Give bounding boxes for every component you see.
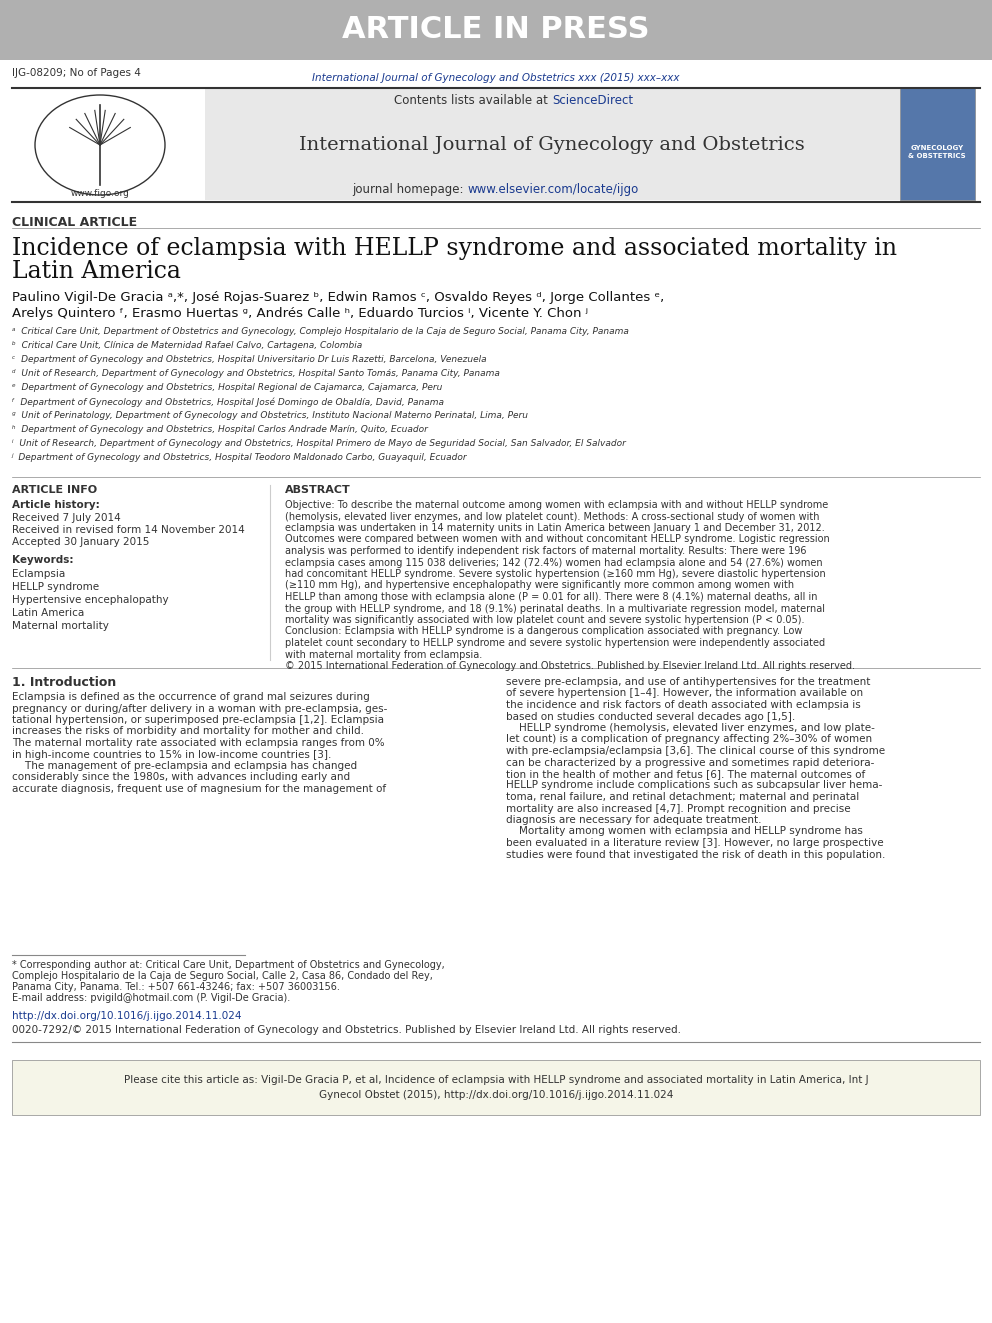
Text: mortality was significantly associated with low platelet count and severe systol: mortality was significantly associated w… [285,615,805,624]
Text: Incidence of eclampsia with HELLP syndrome and associated mortality in: Incidence of eclampsia with HELLP syndro… [12,237,897,259]
Ellipse shape [35,95,165,194]
Text: HELLP syndrome include complications such as subcapsular liver hema-: HELLP syndrome include complications suc… [506,781,882,791]
Text: www.elsevier.com/locate/ijgo: www.elsevier.com/locate/ijgo [467,184,638,197]
Text: severe pre-eclampsia, and use of antihypertensives for the treatment: severe pre-eclampsia, and use of antihyp… [506,677,870,687]
Text: 1. Introduction: 1. Introduction [12,676,116,688]
Text: Latin America: Latin America [12,609,84,618]
Text: Eclampsia: Eclampsia [12,569,65,579]
Text: eclampsia was undertaken in 14 maternity units in Latin America between January : eclampsia was undertaken in 14 maternity… [285,523,824,533]
Text: in high-income countries to 15% in low-income countries [3].: in high-income countries to 15% in low-i… [12,750,331,759]
Text: ⁱ  Unit of Research, Department of Gynecology and Obstetrics, Hospital Primero d: ⁱ Unit of Research, Department of Gyneco… [12,439,626,448]
Text: Please cite this article as: Vigil-De Gracia P, et al, Incidence of eclampsia wi: Please cite this article as: Vigil-De Gr… [124,1076,868,1085]
Text: Keywords:: Keywords: [12,556,73,565]
Text: (≥110 mm Hg), and hypertensive encephalopathy were significantly more common amo: (≥110 mm Hg), and hypertensive encephalo… [285,581,795,590]
Text: accurate diagnosis, frequent use of magnesium for the management of: accurate diagnosis, frequent use of magn… [12,785,386,794]
Text: of severe hypertension [1–4]. However, the information available on: of severe hypertension [1–4]. However, t… [506,688,863,699]
Text: Article history:: Article history: [12,500,100,509]
Text: ᵃ  Critical Care Unit, Department of Obstetrics and Gynecology, Complejo Hospita: ᵃ Critical Care Unit, Department of Obst… [12,328,629,336]
Text: E-mail address: pvigild@hotmail.com (P. Vigil-De Gracia).: E-mail address: pvigild@hotmail.com (P. … [12,994,291,1003]
Text: HELLP than among those with eclampsia alone (P = 0.01 for all). There were 8 (4.: HELLP than among those with eclampsia al… [285,591,817,602]
Text: Latin America: Latin America [12,261,181,283]
Text: Gynecol Obstet (2015), http://dx.doi.org/10.1016/j.ijgo.2014.11.024: Gynecol Obstet (2015), http://dx.doi.org… [318,1090,674,1099]
Text: can be characterized by a progressive and sometimes rapid deteriora-: can be characterized by a progressive an… [506,758,874,767]
Text: ᶠ  Department of Gynecology and Obstetrics, Hospital José Domingo de Obaldía, Da: ᶠ Department of Gynecology and Obstetric… [12,397,444,406]
Text: IJG-08209; No of Pages 4: IJG-08209; No of Pages 4 [12,67,141,78]
Text: HELLP syndrome (hemolysis, elevated liver enzymes, and low plate-: HELLP syndrome (hemolysis, elevated live… [506,722,875,733]
Text: ᵍ  Unit of Perinatology, Department of Gynecology and Obstetrics, Instituto Naci: ᵍ Unit of Perinatology, Department of Gy… [12,411,528,421]
Text: Received 7 July 2014: Received 7 July 2014 [12,513,121,523]
Text: Complejo Hospitalario de la Caja de Seguro Social, Calle 2, Casa 86, Condado del: Complejo Hospitalario de la Caja de Segu… [12,971,433,980]
Text: ʰ  Department of Gynecology and Obstetrics, Hospital Carlos Andrade Marín, Quito: ʰ Department of Gynecology and Obstetric… [12,426,428,434]
Text: with maternal mortality from eclampsia.: with maternal mortality from eclampsia. [285,650,482,659]
Text: www.figo.org: www.figo.org [70,188,129,197]
Text: Paulino Vigil-De Gracia ᵃ,*, José Rojas-Suarez ᵇ, Edwin Ramos ᶜ, Osvaldo Reyes ᵈ: Paulino Vigil-De Gracia ᵃ,*, José Rojas-… [12,291,665,304]
Text: Maternal mortality: Maternal mortality [12,620,109,631]
Text: The maternal mortality rate associated with eclampsia ranges from 0%: The maternal mortality rate associated w… [12,738,385,747]
Text: ARTICLE INFO: ARTICLE INFO [12,486,97,495]
Text: International Journal of Gynecology and Obstetrics: International Journal of Gynecology and … [300,136,805,153]
Text: Received in revised form 14 November 2014: Received in revised form 14 November 201… [12,525,245,534]
Text: platelet count secondary to HELLP syndrome and severe systolic hypertension were: platelet count secondary to HELLP syndro… [285,638,825,648]
Text: ᵇ  Critical Care Unit, Clínica de Maternidad Rafael Calvo, Cartagena, Colombia: ᵇ Critical Care Unit, Clínica de Materni… [12,341,362,351]
Text: The management of pre-eclampsia and eclampsia has changed: The management of pre-eclampsia and ecla… [12,761,357,771]
Text: studies were found that investigated the risk of death in this population.: studies were found that investigated the… [506,849,886,860]
Text: Arelys Quintero ᶠ, Erasmo Huertas ᵍ, Andrés Calle ʰ, Eduardo Turcios ⁱ, Vicente : Arelys Quintero ᶠ, Erasmo Huertas ᵍ, And… [12,307,588,319]
Text: 0020-7292/© 2015 International Federation of Gynecology and Obstetrics. Publishe: 0020-7292/© 2015 International Federatio… [12,1025,681,1035]
Text: ʲ  Department of Gynecology and Obstetrics, Hospital Teodoro Maldonado Carbo, Gu: ʲ Department of Gynecology and Obstetric… [12,454,467,463]
Text: the incidence and risk factors of death associated with eclampsia is: the incidence and risk factors of death … [506,700,861,710]
Text: been evaluated in a literature review [3]. However, no large prospective: been evaluated in a literature review [3… [506,837,884,848]
Text: Contents lists available at: Contents lists available at [395,94,552,106]
Bar [0,0,992,60]
Text: Eclampsia is defined as the occurrence of grand mal seizures during: Eclampsia is defined as the occurrence o… [12,692,370,703]
Text: the group with HELLP syndrome, and 18 (9.1%) perinatal deaths. In a multivariate: the group with HELLP syndrome, and 18 (9… [285,603,825,614]
Text: International Journal of Gynecology and Obstetrics xxx (2015) xxx–xxx: International Journal of Gynecology and … [312,73,680,83]
Text: * Corresponding author at: Critical Care Unit, Department of Obstetrics and Gyne: * Corresponding author at: Critical Care… [12,960,444,970]
FancyBboxPatch shape [12,1060,980,1115]
Text: (hemolysis, elevated liver enzymes, and low platelet count). Methods: A cross-se: (hemolysis, elevated liver enzymes, and … [285,512,819,521]
Text: Mortality among women with eclampsia and HELLP syndrome has: Mortality among women with eclampsia and… [506,827,863,836]
Text: ᵉ  Department of Gynecology and Obstetrics, Hospital Regional de Cajamarca, Caja: ᵉ Department of Gynecology and Obstetric… [12,384,442,393]
Text: Panama City, Panama. Tel.: +507 661-43246; fax: +507 36003156.: Panama City, Panama. Tel.: +507 661-4324… [12,982,340,992]
Text: Outcomes were compared between women with and without concomitant HELLP syndrome: Outcomes were compared between women wit… [285,534,829,545]
Text: ScienceDirect: ScienceDirect [552,94,633,106]
Text: toma, renal failure, and retinal detachment; maternal and perinatal: toma, renal failure, and retinal detachm… [506,792,859,802]
Text: let count) is a complication of pregnancy affecting 2%–30% of women: let count) is a complication of pregnanc… [506,734,872,745]
Text: ᶜ  Department of Gynecology and Obstetrics, Hospital Universitario Dr Luis Razet: ᶜ Department of Gynecology and Obstetric… [12,356,487,365]
Text: Conclusion: Eclampsia with HELLP syndrome is a dangerous complication associated: Conclusion: Eclampsia with HELLP syndrom… [285,627,803,636]
Text: ABSTRACT: ABSTRACT [285,486,351,495]
Text: journal homepage:: journal homepage: [352,184,467,197]
Text: pregnancy or during/after delivery in a woman with pre-eclampsia, ges-: pregnancy or during/after delivery in a … [12,704,387,713]
Text: HELLP syndrome: HELLP syndrome [12,582,99,591]
Text: diagnosis are necessary for adequate treatment.: diagnosis are necessary for adequate tre… [506,815,762,826]
Text: with pre-eclampsia/eclampsia [3,6]. The clinical course of this syndrome: with pre-eclampsia/eclampsia [3,6]. The … [506,746,885,755]
Text: analysis was performed to identify independent risk factors of maternal mortalit: analysis was performed to identify indep… [285,546,806,556]
Text: CLINICAL ARTICLE: CLINICAL ARTICLE [12,216,137,229]
Text: tion in the health of mother and fetus [6]. The maternal outcomes of: tion in the health of mother and fetus [… [506,769,865,779]
Bar [900,89,975,200]
Text: ᵈ  Unit of Research, Department of Gynecology and Obstetrics, Hospital Santo Tom: ᵈ Unit of Research, Department of Gyneco… [12,369,500,378]
Text: had concomitant HELLP syndrome. Severe systolic hypertension (≥160 mm Hg), sever: had concomitant HELLP syndrome. Severe s… [285,569,825,579]
Bar [205,89,900,200]
Text: tational hypertension, or superimposed pre-eclampsia [1,2]. Eclampsia: tational hypertension, or superimposed p… [12,714,384,725]
Text: Hypertensive encephalopathy: Hypertensive encephalopathy [12,595,169,605]
Text: mortality are also increased [4,7]. Prompt recognition and precise: mortality are also increased [4,7]. Prom… [506,803,850,814]
Text: increases the risks of morbidity and mortality for mother and child.: increases the risks of morbidity and mor… [12,726,364,737]
Text: ARTICLE IN PRESS: ARTICLE IN PRESS [342,16,650,45]
Text: eclampsia cases among 115 038 deliveries; 142 (72.4%) women had eclampsia alone : eclampsia cases among 115 038 deliveries… [285,557,822,568]
Text: Accepted 30 January 2015: Accepted 30 January 2015 [12,537,150,546]
Text: Objective: To describe the maternal outcome among women with eclampsia with and : Objective: To describe the maternal outc… [285,500,828,509]
Text: based on studies conducted several decades ago [1,5].: based on studies conducted several decad… [506,712,796,721]
Text: GYNECOLOGY
& OBSTETRICS: GYNECOLOGY & OBSTETRICS [909,146,966,159]
Text: © 2015 International Federation of Gynecology and Obstetrics. Published by Elsev: © 2015 International Federation of Gynec… [285,662,855,671]
Text: http://dx.doi.org/10.1016/j.ijgo.2014.11.024: http://dx.doi.org/10.1016/j.ijgo.2014.11… [12,1011,241,1021]
Text: considerably since the 1980s, with advances including early and: considerably since the 1980s, with advan… [12,773,350,782]
